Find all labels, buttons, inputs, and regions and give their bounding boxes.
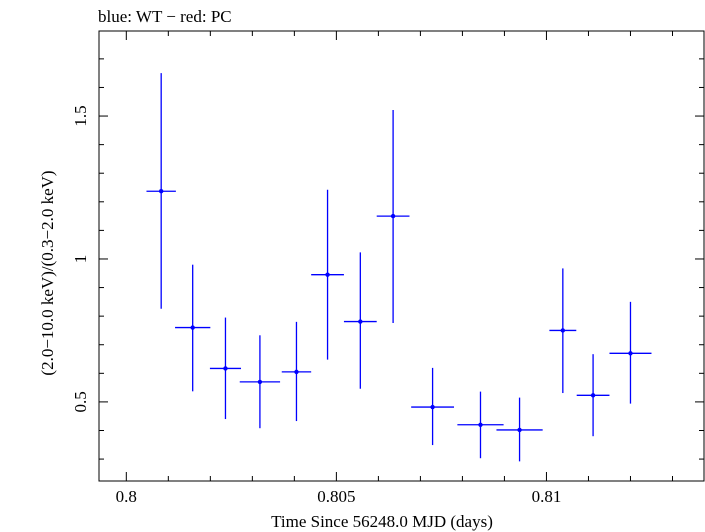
x-axis-label: Time Since 56248.0 MJD (days) [271,512,493,531]
chart-title: blue: WT − red: PC [98,7,232,26]
data-point [376,110,410,324]
y-tick-label: 1.5 [71,105,90,126]
plot-frame [98,30,705,482]
x-tick-label: 0.8 [116,487,137,506]
x-tick-label: 0.805 [317,487,355,506]
point-marker [628,351,633,356]
data-points [146,73,652,462]
y-tick-label: 0.5 [71,391,90,412]
y-tick-label: 1 [71,255,90,264]
data-point [146,73,176,309]
data-point [239,335,281,429]
data-point [549,268,577,394]
point-marker [517,427,522,433]
data-point [311,189,344,360]
point-marker [590,393,596,398]
point-marker [560,328,566,333]
point-marker [223,366,228,371]
point-marker [158,189,164,194]
point-marker [294,369,299,375]
y-axis-label: (2.0−10.0 keV)/(0.3−2.0 keV) [38,170,57,375]
data-point [281,321,312,422]
data-point [576,354,610,437]
data-point [496,397,543,462]
point-marker [257,379,263,385]
point-marker [478,422,483,427]
point-marker [430,404,435,410]
point-marker [358,319,363,324]
x-axis: 0.8 0.805 0.81 [116,31,673,506]
data-point [343,252,377,389]
data-point [457,391,504,459]
data-point [209,317,242,420]
data-point [609,301,652,404]
data-point [175,264,211,392]
point-marker [325,272,330,277]
y-axis: 0.5 1 1.5 [71,58,704,460]
x-tick-label: 0.81 [532,487,562,506]
data-point [411,367,455,446]
point-marker [190,325,195,330]
point-marker [390,213,396,219]
